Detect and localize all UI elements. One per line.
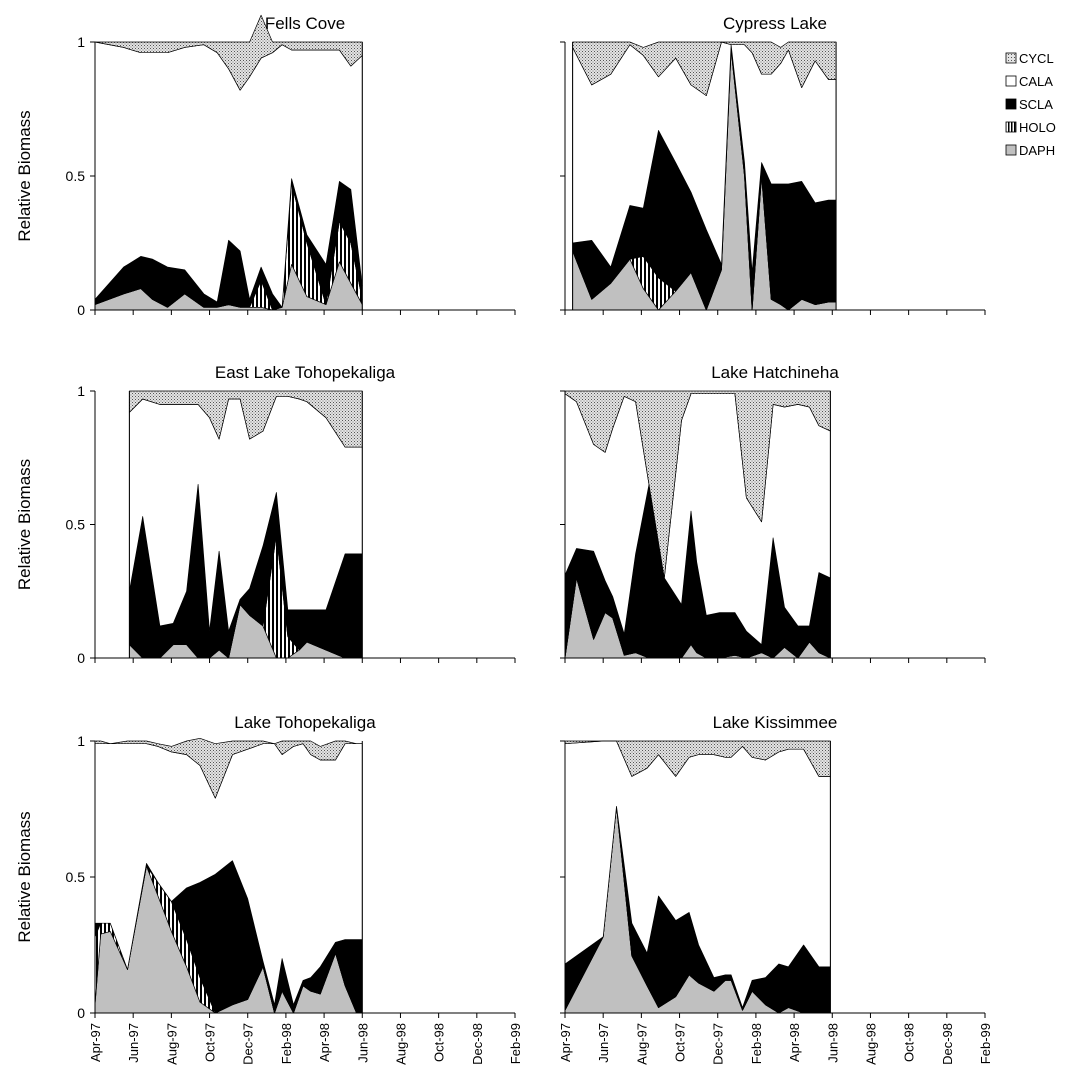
x-tick-label: Aug-98 (393, 1023, 408, 1065)
panel-title: Fells Cove (265, 14, 345, 33)
area-cycl (94, 737, 363, 799)
y-tick-label: 0 (77, 302, 85, 318)
x-tick-label: Feb-99 (978, 1023, 993, 1064)
panel-fells-cove: Fells Cove Relative Biomass 0 0.5 1 (15, 14, 516, 318)
panel-lake-tohopekaliga: Lake Tohopekaliga Relative Biomass 0 0.5 1 Ap… (15, 713, 523, 1065)
panel-title: Cypress Lake (723, 14, 827, 33)
legend-label-cala: CALA (1019, 74, 1053, 89)
panel-title: Lake Kissimmee (713, 713, 838, 732)
legend-swatch-holo (1005, 121, 1017, 133)
panel-title: Lake Tohopekaliga (234, 713, 376, 732)
legend-swatch-cycl (1005, 52, 1017, 64)
x-tick-label: Aug-97 (634, 1023, 649, 1065)
legend-swatch-cala (1005, 75, 1017, 87)
legend-label-daph: DAPH (1019, 143, 1055, 158)
x-tick-label: Jun-97 (596, 1023, 611, 1063)
x-tick-label: Dec-98 (940, 1023, 955, 1065)
x-tick-label: Dec-98 (470, 1023, 485, 1065)
y-axis-label: Relative Biomass (15, 459, 34, 590)
panel-cypress-lake: Cypress Lake (560, 14, 986, 315)
y-tick-label: 0 (77, 1005, 85, 1021)
y-axis-label: Relative Biomass (15, 811, 34, 942)
x-tick-label: Jun-98 (355, 1023, 370, 1063)
legend-swatch-scla (1005, 98, 1017, 110)
x-tick-label: Dec-97 (711, 1023, 726, 1065)
legend-label-scla: SCLA (1019, 97, 1053, 112)
legend-swatch-daph (1005, 144, 1017, 156)
y-tick-label: 0.5 (66, 517, 86, 533)
x-tick-label: Apr-98 (787, 1023, 802, 1062)
legend-label-cycl: CYCL (1019, 51, 1054, 66)
x-tick-label: Aug-98 (863, 1023, 878, 1065)
x-tick-label: Apr-97 (558, 1023, 573, 1062)
x-tick-label: Oct-98 (432, 1023, 447, 1062)
x-tick-label: Feb-98 (749, 1023, 764, 1064)
x-tick-label: Feb-99 (508, 1023, 523, 1064)
x-tick-label: Apr-98 (317, 1023, 332, 1062)
panel-east-lake-tohopekaliga: East Lake Tohopekaliga Relative Biomass 0 0… (15, 363, 516, 666)
y-tick-label: 1 (77, 34, 85, 50)
panel-lake-hatchineha: Lake Hatchineha (560, 363, 986, 663)
y-tick-label: 0 (77, 650, 85, 666)
x-tick-label: Feb-98 (279, 1023, 294, 1064)
chart-legend: CYCL CALA SCLA HOLO DAPH (1005, 51, 1056, 158)
panel-title: East Lake Tohopekaliga (215, 363, 396, 382)
panel-lake-kissimmee: Lake Kissimmee Apr-97 Jun-97 Aug-97 Oct-97 De… (558, 713, 993, 1065)
x-tick-label: Jun-98 (825, 1023, 840, 1063)
y-tick-label: 0.5 (66, 168, 86, 184)
x-tick-label: Oct-98 (902, 1023, 917, 1062)
panel-title: Lake Hatchineha (711, 363, 839, 382)
y-tick-label: 0.5 (66, 869, 86, 885)
x-tick-label: Oct-97 (203, 1023, 218, 1062)
y-tick-label: 1 (77, 733, 85, 749)
x-tick-label: Apr-97 (88, 1023, 103, 1062)
x-tick-label: Aug-97 (164, 1023, 179, 1065)
y-tick-label: 1 (77, 383, 85, 399)
x-tick-label: Jun-97 (126, 1023, 141, 1063)
x-tick-label: Oct-97 (673, 1023, 688, 1062)
x-tick-label: Dec-97 (241, 1023, 256, 1065)
legend-label-holo: HOLO (1019, 120, 1056, 135)
y-axis-label: Relative Biomass (15, 110, 34, 241)
